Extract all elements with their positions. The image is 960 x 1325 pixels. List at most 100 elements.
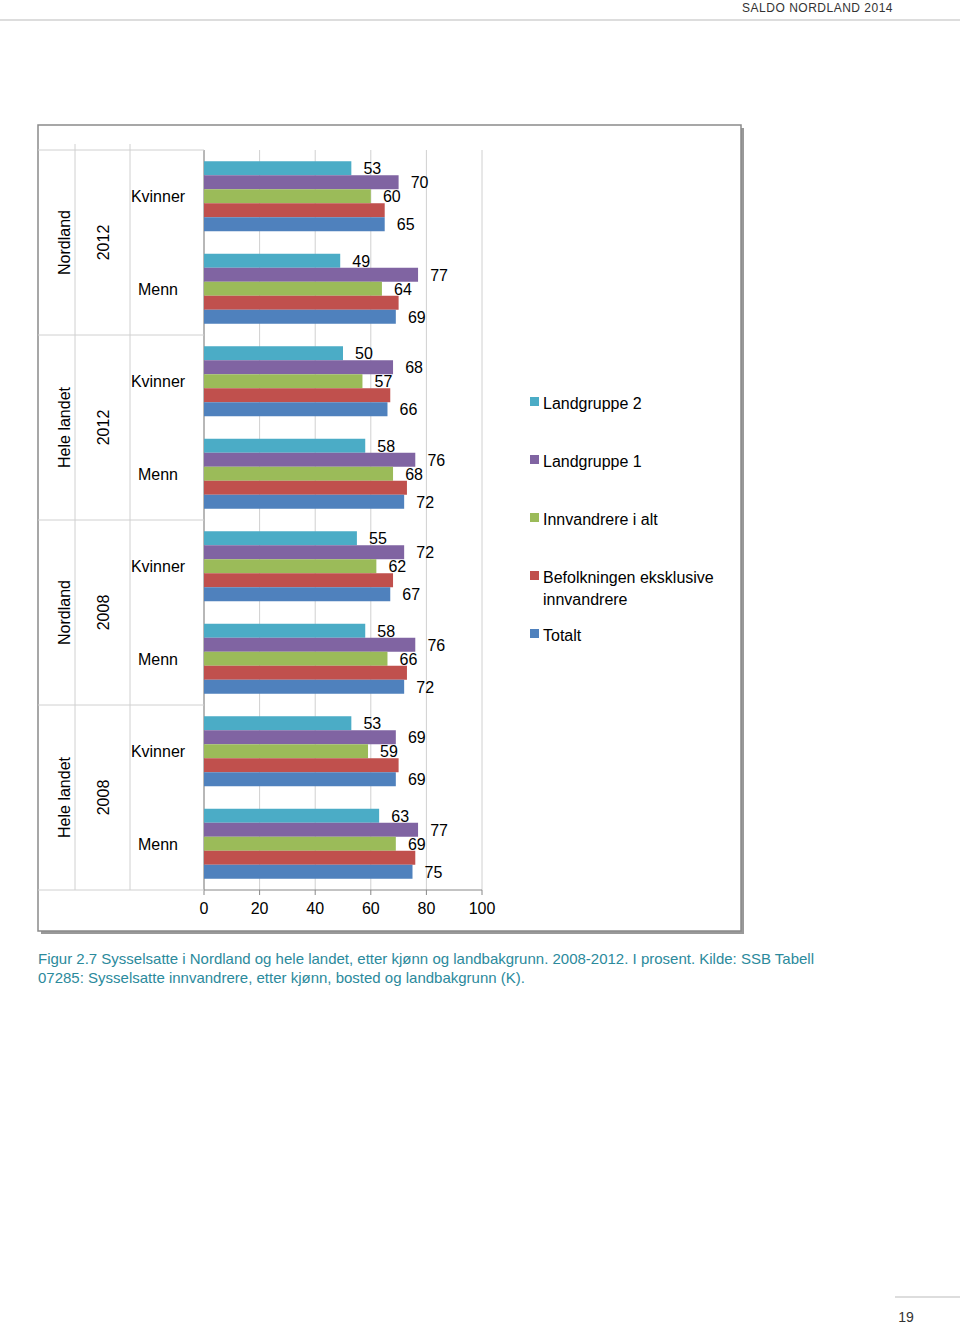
bar (204, 495, 404, 509)
bar (204, 268, 418, 282)
bar (204, 851, 415, 865)
data-label: 77 (430, 267, 448, 284)
x-axis (204, 890, 482, 891)
data-label: 72 (416, 544, 434, 561)
data-label: 55 (369, 530, 387, 547)
data-label: 75 (425, 864, 443, 881)
data-label: 58 (377, 438, 395, 455)
category-label: Menn (138, 281, 178, 298)
label-divider (130, 144, 131, 890)
data-label: 69 (408, 729, 426, 746)
data-label: 72 (416, 494, 434, 511)
group-divider (38, 520, 204, 521)
bar (204, 730, 396, 744)
data-label: 69 (408, 309, 426, 326)
year-label: 2008 (95, 780, 112, 816)
footer-rule (895, 1297, 960, 1298)
data-label: 76 (427, 452, 445, 469)
data-label: 63 (391, 808, 409, 825)
tick-mark (259, 890, 260, 895)
bar (204, 837, 396, 851)
page: SALDO NORDLAND 201419020406080100Nordlan… (0, 0, 960, 1325)
bar (204, 865, 413, 879)
bar (204, 758, 399, 772)
bar (204, 624, 365, 638)
group-divider (38, 335, 204, 336)
bar (204, 716, 351, 730)
group-divider (38, 150, 204, 151)
data-label: 53 (363, 160, 381, 177)
data-label: 68 (405, 359, 423, 376)
legend-entry: Innvandrere i alt (543, 511, 658, 528)
data-label: 49 (352, 253, 370, 270)
data-label: 64 (394, 281, 412, 298)
bars (204, 161, 418, 879)
bar (204, 680, 404, 694)
bar (204, 360, 393, 374)
legend-entry: Befolkningen eksklusiveinnvandrere (543, 569, 714, 608)
group-divider (38, 890, 204, 891)
grid-line (482, 150, 483, 890)
year-label: 2012 (95, 410, 112, 446)
bar (204, 439, 365, 453)
bar (204, 559, 376, 573)
category-label: Kvinner (131, 188, 186, 205)
data-label: 76 (427, 637, 445, 654)
bar (204, 282, 382, 296)
tick-label: 20 (251, 900, 269, 917)
category-label: Menn (138, 651, 178, 668)
data-label: 69 (408, 771, 426, 788)
data-label: 77 (430, 822, 448, 839)
data-labels: 5349505855585363707768767276697760645768… (352, 160, 448, 881)
category-label: Kvinner (131, 558, 186, 575)
legend-swatch (530, 571, 539, 580)
data-label: 67 (402, 586, 420, 603)
category-label: Kvinner (131, 373, 186, 390)
tick-label: 60 (362, 900, 380, 917)
bar (204, 175, 399, 189)
bar (204, 310, 396, 324)
data-label: 57 (375, 373, 393, 390)
legend-swatch (530, 513, 539, 522)
data-label: 68 (405, 466, 423, 483)
data-label: 69 (408, 836, 426, 853)
bar (204, 809, 379, 823)
bar (204, 453, 415, 467)
legend-swatch (530, 397, 539, 406)
category-label: Menn (138, 466, 178, 483)
legend-entry: Landgruppe 2 (543, 395, 642, 412)
bar (204, 467, 393, 481)
legend-entry: Totalt (543, 627, 582, 644)
bar (204, 652, 387, 666)
label-divider (75, 144, 76, 890)
bar (204, 296, 399, 310)
bar (204, 203, 385, 217)
bar (204, 374, 362, 388)
page-header: SALDO NORDLAND 2014 (742, 1, 893, 15)
bar (204, 531, 357, 545)
region-label: Hele landet (56, 756, 73, 838)
legend-swatch (530, 629, 539, 638)
tick-label: 100 (469, 900, 496, 917)
tick-mark (315, 890, 316, 895)
group-divider (38, 705, 204, 706)
region-label: Nordland (56, 210, 73, 275)
data-label: 59 (380, 743, 398, 760)
bar (204, 481, 407, 495)
data-label: 72 (416, 679, 434, 696)
data-label: 65 (397, 216, 415, 233)
bar (204, 161, 351, 175)
data-label: 53 (363, 715, 381, 732)
data-label: 50 (355, 345, 373, 362)
bar (204, 388, 390, 402)
data-label: 66 (400, 401, 418, 418)
bar (204, 587, 390, 601)
bar (204, 744, 368, 758)
header-rule (0, 20, 960, 21)
tick-mark (204, 890, 205, 895)
region-label: Nordland (56, 580, 73, 645)
year-label: 2008 (95, 595, 112, 631)
legend-entry: Landgruppe 1 (543, 453, 642, 470)
region-label: Hele landet (56, 386, 73, 468)
data-label: 58 (377, 623, 395, 640)
